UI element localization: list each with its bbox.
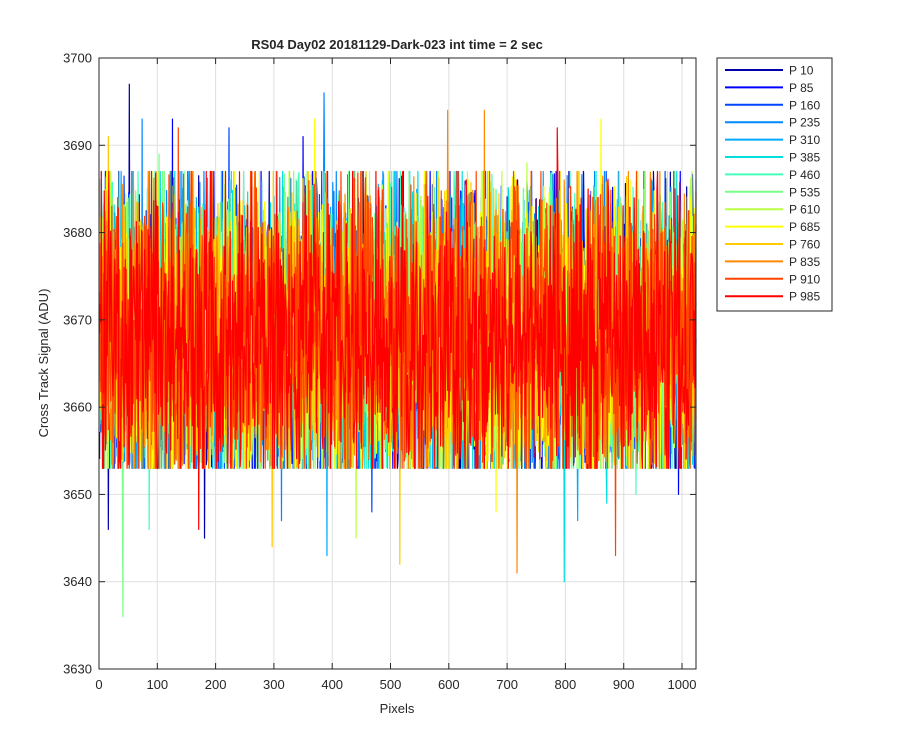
x-tick-label: 800	[555, 677, 577, 692]
y-tick-label: 3650	[63, 487, 92, 502]
legend-item: P 835	[725, 255, 820, 269]
legend-box	[716, 57, 833, 312]
y-axis-label: Cross Track Signal (ADU)	[36, 289, 51, 438]
legend-item: P 160	[725, 98, 820, 112]
legend-label: P 610	[789, 203, 820, 217]
legend-item: P 685	[725, 220, 820, 234]
x-tick-label: 300	[263, 677, 285, 692]
x-axis-label: Pixels	[380, 701, 415, 716]
legend-item: P 910	[725, 272, 820, 286]
legend-item: P 10	[725, 64, 814, 78]
legend-label: P 910	[789, 272, 820, 286]
legend-label: P 835	[789, 255, 820, 269]
y-tick-label: 3640	[63, 574, 92, 589]
legend-label: P 760	[789, 238, 820, 252]
legend-item: P 310	[725, 133, 820, 147]
x-tick-label: 900	[613, 677, 635, 692]
legend-item: P 535	[725, 185, 820, 199]
legend-label: P 10	[789, 64, 814, 78]
legend-label: P 160	[789, 98, 820, 112]
legend: P 10 P 85 P 160 P 235 P 310 P 385 P 460 P 535 P …	[716, 57, 833, 312]
series-line-p-985	[98, 127, 697, 530]
x-tick-label: 1000	[668, 677, 697, 692]
legend-label: P 985	[789, 290, 820, 304]
x-tick-label: 0	[95, 677, 102, 692]
legend-label: P 235	[789, 116, 820, 130]
y-tick-label: 3690	[63, 138, 92, 153]
x-tick-label: 700	[496, 677, 518, 692]
legend-item: P 385	[725, 151, 820, 165]
x-tick-label: 500	[380, 677, 402, 692]
y-tick-label: 3660	[63, 400, 92, 415]
y-tick-label: 3700	[63, 51, 92, 66]
x-tick-label: 400	[321, 677, 343, 692]
chart-title: RS04 Day02 20181129-Dark-023 int time = …	[251, 37, 543, 52]
legend-item: P 235	[725, 116, 820, 130]
x-tick-label: 200	[205, 677, 227, 692]
legend-label: P 535	[789, 185, 820, 199]
legend-label: P 685	[789, 220, 820, 234]
legend-label: P 85	[789, 81, 814, 95]
series-layer	[98, 83, 697, 618]
legend-item: P 985	[725, 290, 820, 304]
x-tick-label: 600	[438, 677, 460, 692]
axis-ticks: 0 100 200 300 400 500 600 700 800 900 1000 3630 3640…	[63, 51, 696, 693]
legend-item: P 760	[725, 238, 820, 252]
plot-area-frame	[98, 57, 697, 670]
legend-label: P 385	[789, 151, 820, 165]
x-tick-label: 100	[146, 677, 168, 692]
legend-label: P 460	[789, 168, 820, 182]
legend-label: P 310	[789, 133, 820, 147]
legend-item: P 460	[725, 168, 820, 182]
legend-item: P 610	[725, 203, 820, 217]
y-tick-label: 3680	[63, 225, 92, 240]
y-tick-label: 3670	[63, 312, 92, 327]
y-tick-label: 3630	[63, 662, 92, 677]
legend-item: P 85	[725, 81, 814, 95]
